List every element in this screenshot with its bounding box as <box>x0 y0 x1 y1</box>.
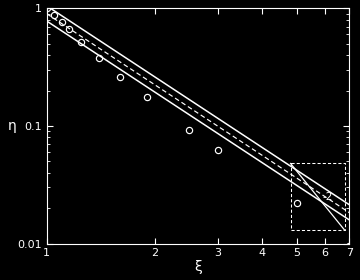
Y-axis label: η: η <box>8 119 16 133</box>
X-axis label: ξ: ξ <box>194 260 202 274</box>
Text: -2: -2 <box>323 192 333 202</box>
